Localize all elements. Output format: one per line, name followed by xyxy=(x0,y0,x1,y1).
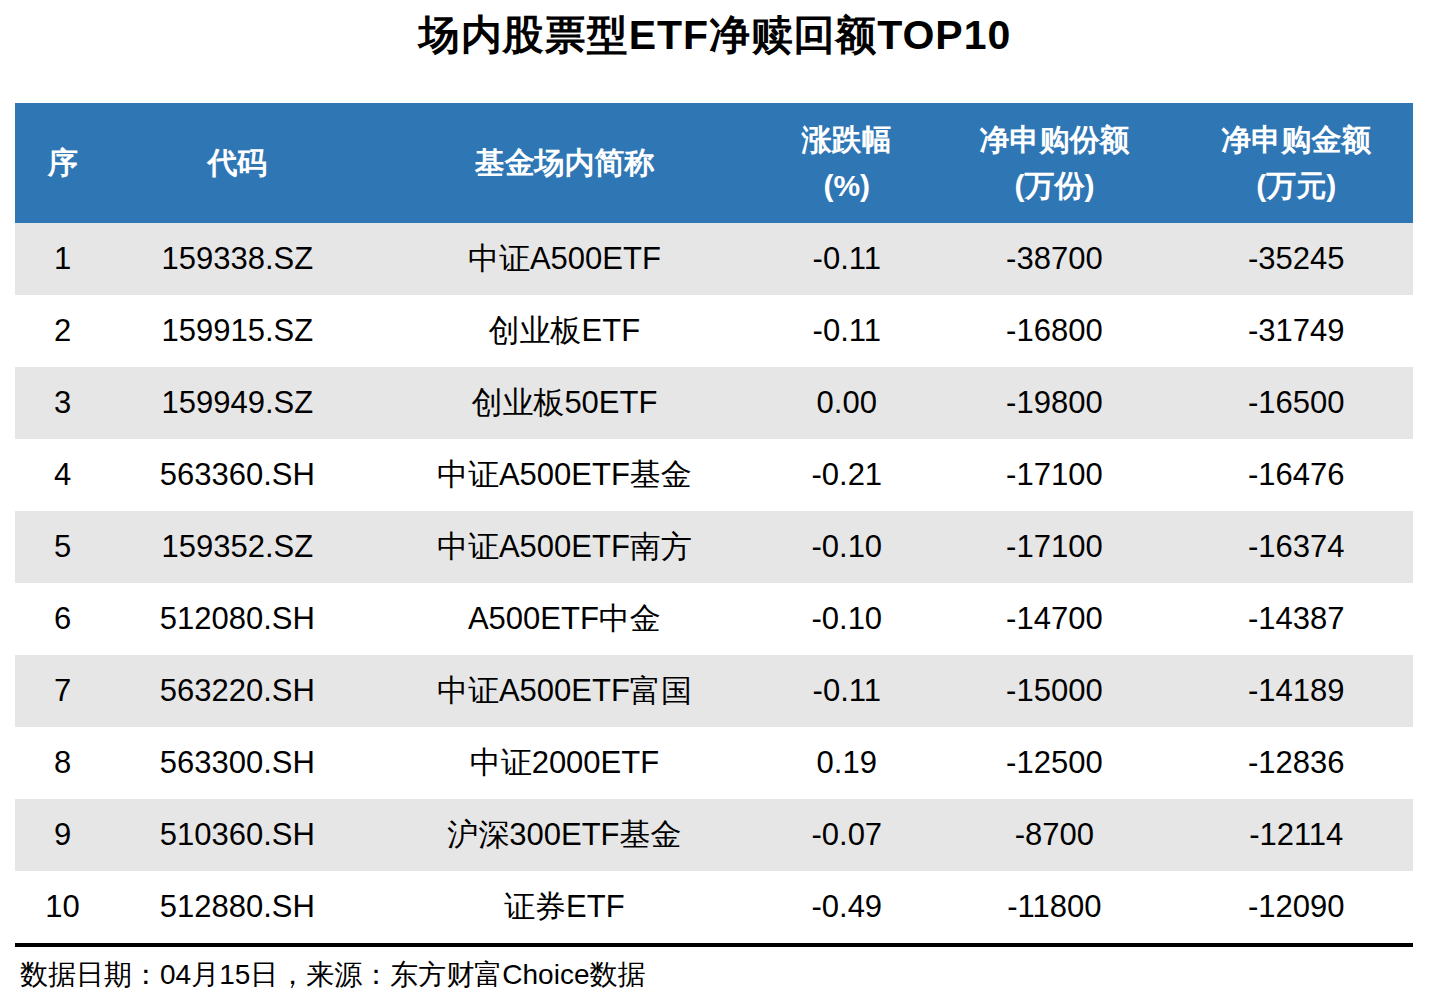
cell-net_shares: -12500 xyxy=(929,727,1179,799)
cell-code: 563360.SH xyxy=(110,439,364,511)
col-header-net-shares: 净申购份额(万份) xyxy=(929,103,1179,223)
col-header-code: 代码 xyxy=(110,103,364,223)
cell-name: 沪深300ETF基金 xyxy=(364,799,764,871)
table-row: 7563220.SH中证A500ETF富国-0.11-15000-14189 xyxy=(15,655,1413,727)
cell-change: -0.11 xyxy=(764,655,929,727)
cell-name: 证券ETF xyxy=(364,871,764,943)
cell-change: 0.19 xyxy=(764,727,929,799)
cell-code: 563300.SH xyxy=(110,727,364,799)
col-header-rank: 序 xyxy=(15,103,110,223)
cell-net_amount: -14189 xyxy=(1180,655,1414,727)
table-row: 1159338.SZ中证A500ETF-0.11-38700-35245 xyxy=(15,223,1413,295)
cell-rank: 4 xyxy=(15,439,110,511)
cell-net_amount: -14387 xyxy=(1180,583,1414,655)
data-source-note: 数据日期：04月15日，来源：东方财富Choice数据 xyxy=(20,959,645,990)
cell-net_shares: -14700 xyxy=(929,583,1179,655)
cell-rank: 8 xyxy=(15,727,110,799)
cell-change: -0.49 xyxy=(764,871,929,943)
table-row: 2159915.SZ创业板ETF-0.11-16800-31749 xyxy=(15,295,1413,367)
page-title: 场内股票型ETF净赎回额TOP10 xyxy=(0,8,1430,63)
cell-net_shares: -38700 xyxy=(929,223,1179,295)
col-header-name: 基金场内简称 xyxy=(364,103,764,223)
cell-rank: 9 xyxy=(15,799,110,871)
cell-net_amount: -12114 xyxy=(1180,799,1414,871)
cell-net_shares: -19800 xyxy=(929,367,1179,439)
cell-rank: 3 xyxy=(15,367,110,439)
cell-name: 中证A500ETF南方 xyxy=(364,511,764,583)
cell-net_amount: -31749 xyxy=(1180,295,1414,367)
header-row: 序 代码 基金场内简称 涨跌幅(%) 净申购份额(万份) 净申购金额(万元) xyxy=(15,103,1413,223)
cell-net_shares: -17100 xyxy=(929,439,1179,511)
table-body: 1159338.SZ中证A500ETF-0.11-38700-352452159… xyxy=(15,223,1413,943)
table-header: 序 代码 基金场内简称 涨跌幅(%) 净申购份额(万份) 净申购金额(万元) xyxy=(15,103,1413,223)
cell-change: -0.11 xyxy=(764,295,929,367)
cell-code: 159949.SZ xyxy=(110,367,364,439)
cell-change: -0.10 xyxy=(764,583,929,655)
cell-name: A500ETF中金 xyxy=(364,583,764,655)
col-header-change: 涨跌幅(%) xyxy=(764,103,929,223)
cell-change: -0.07 xyxy=(764,799,929,871)
col-header-change-label: 涨跌幅 xyxy=(764,117,929,164)
cell-net_shares: -17100 xyxy=(929,511,1179,583)
table-row: 5159352.SZ中证A500ETF南方-0.10-17100-16374 xyxy=(15,511,1413,583)
table-row: 4563360.SH中证A500ETF基金-0.21-17100-16476 xyxy=(15,439,1413,511)
cell-rank: 6 xyxy=(15,583,110,655)
col-header-rank-label: 序 xyxy=(15,140,110,187)
cell-change: 0.00 xyxy=(764,367,929,439)
cell-net_shares: -16800 xyxy=(929,295,1179,367)
col-header-name-label: 基金场内简称 xyxy=(364,140,764,187)
cell-net_amount: -16476 xyxy=(1180,439,1414,511)
cell-net_amount: -16500 xyxy=(1180,367,1414,439)
cell-net_shares: -15000 xyxy=(929,655,1179,727)
cell-code: 159338.SZ xyxy=(110,223,364,295)
cell-name: 中证A500ETF xyxy=(364,223,764,295)
cell-code: 563220.SH xyxy=(110,655,364,727)
cell-net_amount: -16374 xyxy=(1180,511,1414,583)
cell-rank: 5 xyxy=(15,511,110,583)
cell-rank: 10 xyxy=(15,871,110,943)
col-header-net-amount-label: 净申购金额 xyxy=(1180,117,1414,164)
cell-code: 159352.SZ xyxy=(110,511,364,583)
cell-name: 创业板50ETF xyxy=(364,367,764,439)
cell-name: 创业板ETF xyxy=(364,295,764,367)
cell-change: -0.10 xyxy=(764,511,929,583)
cell-change: -0.21 xyxy=(764,439,929,511)
cell-code: 512880.SH xyxy=(110,871,364,943)
cell-net_amount: -12090 xyxy=(1180,871,1414,943)
cell-rank: 2 xyxy=(15,295,110,367)
cell-name: 中证2000ETF xyxy=(364,727,764,799)
col-header-code-label: 代码 xyxy=(110,140,364,187)
cell-code: 512080.SH xyxy=(110,583,364,655)
cell-code: 510360.SH xyxy=(110,799,364,871)
table-row: 3159949.SZ创业板50ETF0.00-19800-16500 xyxy=(15,367,1413,439)
cell-rank: 1 xyxy=(15,223,110,295)
col-header-net-shares-unit: (万份) xyxy=(929,163,1179,210)
cell-net_shares: -8700 xyxy=(929,799,1179,871)
col-header-net-amount-unit: (万元) xyxy=(1180,163,1414,210)
table-row: 6512080.SHA500ETF中金-0.10-14700-14387 xyxy=(15,583,1413,655)
table-row: 10512880.SH证券ETF-0.49-11800-12090 xyxy=(15,871,1413,943)
col-header-change-unit: (%) xyxy=(764,163,929,210)
cell-change: -0.11 xyxy=(764,223,929,295)
cell-name: 中证A500ETF富国 xyxy=(364,655,764,727)
footer: 数据日期：04月15日，来源：东方财富Choice数据 xyxy=(15,943,1413,994)
etf-redemption-table: 序 代码 基金场内简称 涨跌幅(%) 净申购份额(万份) 净申购金额(万元) 1… xyxy=(15,103,1413,943)
cell-net_amount: -35245 xyxy=(1180,223,1414,295)
cell-net_amount: -12836 xyxy=(1180,727,1414,799)
col-header-net-shares-label: 净申购份额 xyxy=(929,117,1179,164)
table-row: 9510360.SH沪深300ETF基金-0.07-8700-12114 xyxy=(15,799,1413,871)
cell-name: 中证A500ETF基金 xyxy=(364,439,764,511)
col-header-net-amount: 净申购金额(万元) xyxy=(1180,103,1414,223)
cell-code: 159915.SZ xyxy=(110,295,364,367)
cell-net_shares: -11800 xyxy=(929,871,1179,943)
table-row: 8563300.SH中证2000ETF0.19-12500-12836 xyxy=(15,727,1413,799)
cell-rank: 7 xyxy=(15,655,110,727)
